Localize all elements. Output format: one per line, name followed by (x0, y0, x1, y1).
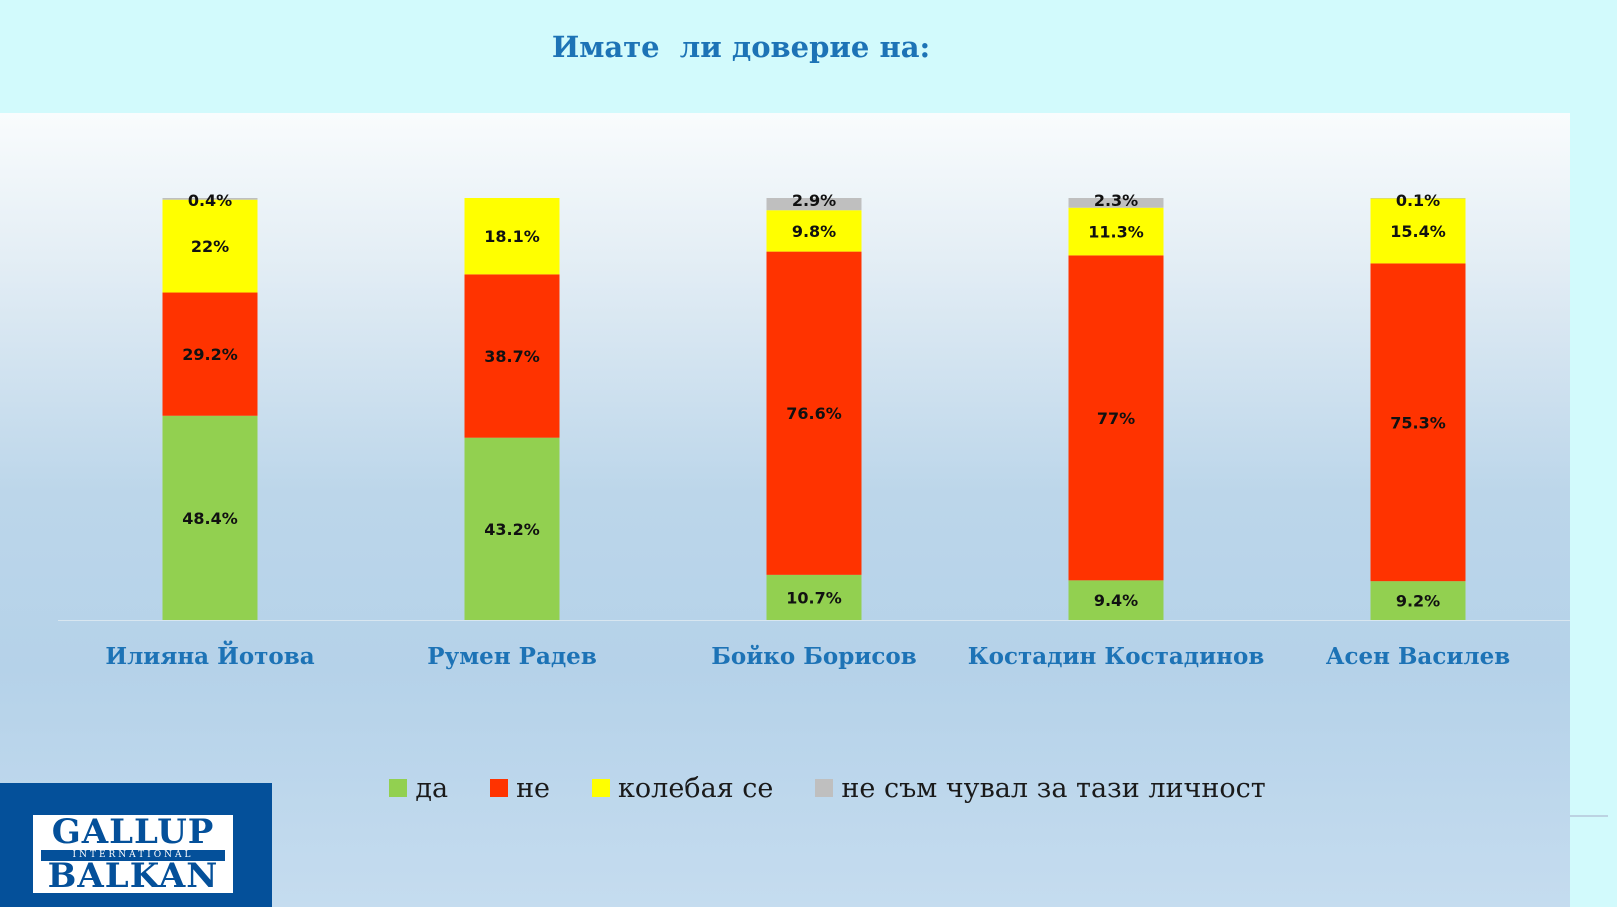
legend-item-3: колебая се (592, 773, 773, 804)
bar-segment-2-5 (1370, 263, 1466, 582)
data-label-4-4: 2.3% (1094, 191, 1138, 210)
data-label-1-1: 48.4% (182, 509, 238, 528)
divider (1570, 815, 1608, 817)
legend-swatch-1 (389, 779, 408, 797)
data-label-1-2: 43.2% (484, 520, 540, 539)
data-label-2-4: 77% (1097, 409, 1135, 428)
data-label-2-1: 29.2% (182, 345, 238, 364)
legend-swatch-3 (592, 779, 611, 797)
data-label-3-3: 9.8% (792, 222, 836, 241)
data-label-3-2: 18.1% (484, 227, 540, 246)
logo-box: GALLUP INTERNATIONAL BALKAN (33, 815, 233, 893)
legend-swatch-4 (815, 779, 834, 797)
x-tick-label-4: Костадин Костадинов (968, 643, 1265, 670)
data-label-2-2: 38.7% (484, 347, 540, 366)
logo-text-middle: INTERNATIONAL (41, 850, 225, 861)
gallup-logo: GALLUP INTERNATIONAL BALKAN (0, 783, 272, 907)
x-tick-label-2: Румен Радев (427, 643, 597, 670)
data-label-4-5: 0.1% (1396, 191, 1440, 210)
chart-title: Имате ли доверие на: (551, 30, 931, 64)
data-label-1-3: 10.7% (786, 588, 842, 607)
bar-segment-1-1 (162, 415, 258, 620)
bar-segment-3-4 (1068, 207, 1164, 256)
data-label-1-5: 9.2% (1396, 592, 1440, 611)
bar-segment-4-3 (766, 198, 862, 211)
legend-label-2: не (516, 772, 551, 804)
x-tick-label-1: Илияна Йотова (105, 641, 314, 670)
bar-segment-2-1 (162, 292, 258, 416)
bar-segment-1-3 (766, 574, 862, 620)
legend: да не колебая се не съм чувал за тази лично… (0, 770, 1617, 806)
x-tick-label-3: Бойко Борисов (711, 643, 916, 670)
legend-item-4: не съм чувал за тази личност (815, 772, 1266, 804)
bar-segment-2-3 (766, 251, 862, 575)
bar-segment-2-4 (1068, 255, 1164, 581)
legend-label-4: не съм чувал за тази личност (841, 772, 1266, 804)
logo-text-top: GALLUP (51, 815, 215, 852)
bar-segment-3-1 (162, 199, 258, 293)
stacked-bar-chart: 48.4% 29.2% 22% 0.4% 43.2% 38.7% 18.1% 10.7% 76.… (58, 191, 1570, 670)
bar-segment-3-2 (464, 198, 560, 275)
bar-segment-2-2 (464, 274, 560, 438)
bar-segment-4-1 (162, 198, 258, 200)
x-tick-label-5: Асен Василев (1326, 643, 1510, 670)
legend-item-1: да (389, 773, 448, 804)
bar-segment-1-2 (464, 437, 560, 620)
logo-text-bottom: BALKAN (47, 856, 219, 893)
bar-segment-4-4 (1068, 198, 1164, 208)
data-label-3-4: 11.3% (1088, 223, 1144, 242)
legend-label-3: колебая се (618, 772, 774, 804)
legend-label-1: да (415, 772, 449, 804)
bar-segment-3-5 (1370, 198, 1466, 264)
data-label-3-5: 15.4% (1390, 222, 1446, 241)
legend-swatch-2 (490, 779, 509, 797)
data-label-4-3: 2.9% (792, 191, 836, 210)
bar-segment-3-3 (766, 210, 862, 252)
data-label-3-1: 22% (191, 237, 229, 256)
data-label-4-1: 0.4% (188, 191, 232, 210)
legend-item-2: не (490, 773, 550, 804)
data-label-2-5: 75.3% (1390, 413, 1446, 432)
data-label-2-3: 76.6% (786, 404, 842, 423)
bar-segment-1-5 (1370, 581, 1466, 620)
bar-segment-4-5 (1370, 198, 1466, 199)
bar-segment-1-4 (1068, 580, 1164, 620)
data-label-1-4: 9.4% (1094, 591, 1138, 610)
